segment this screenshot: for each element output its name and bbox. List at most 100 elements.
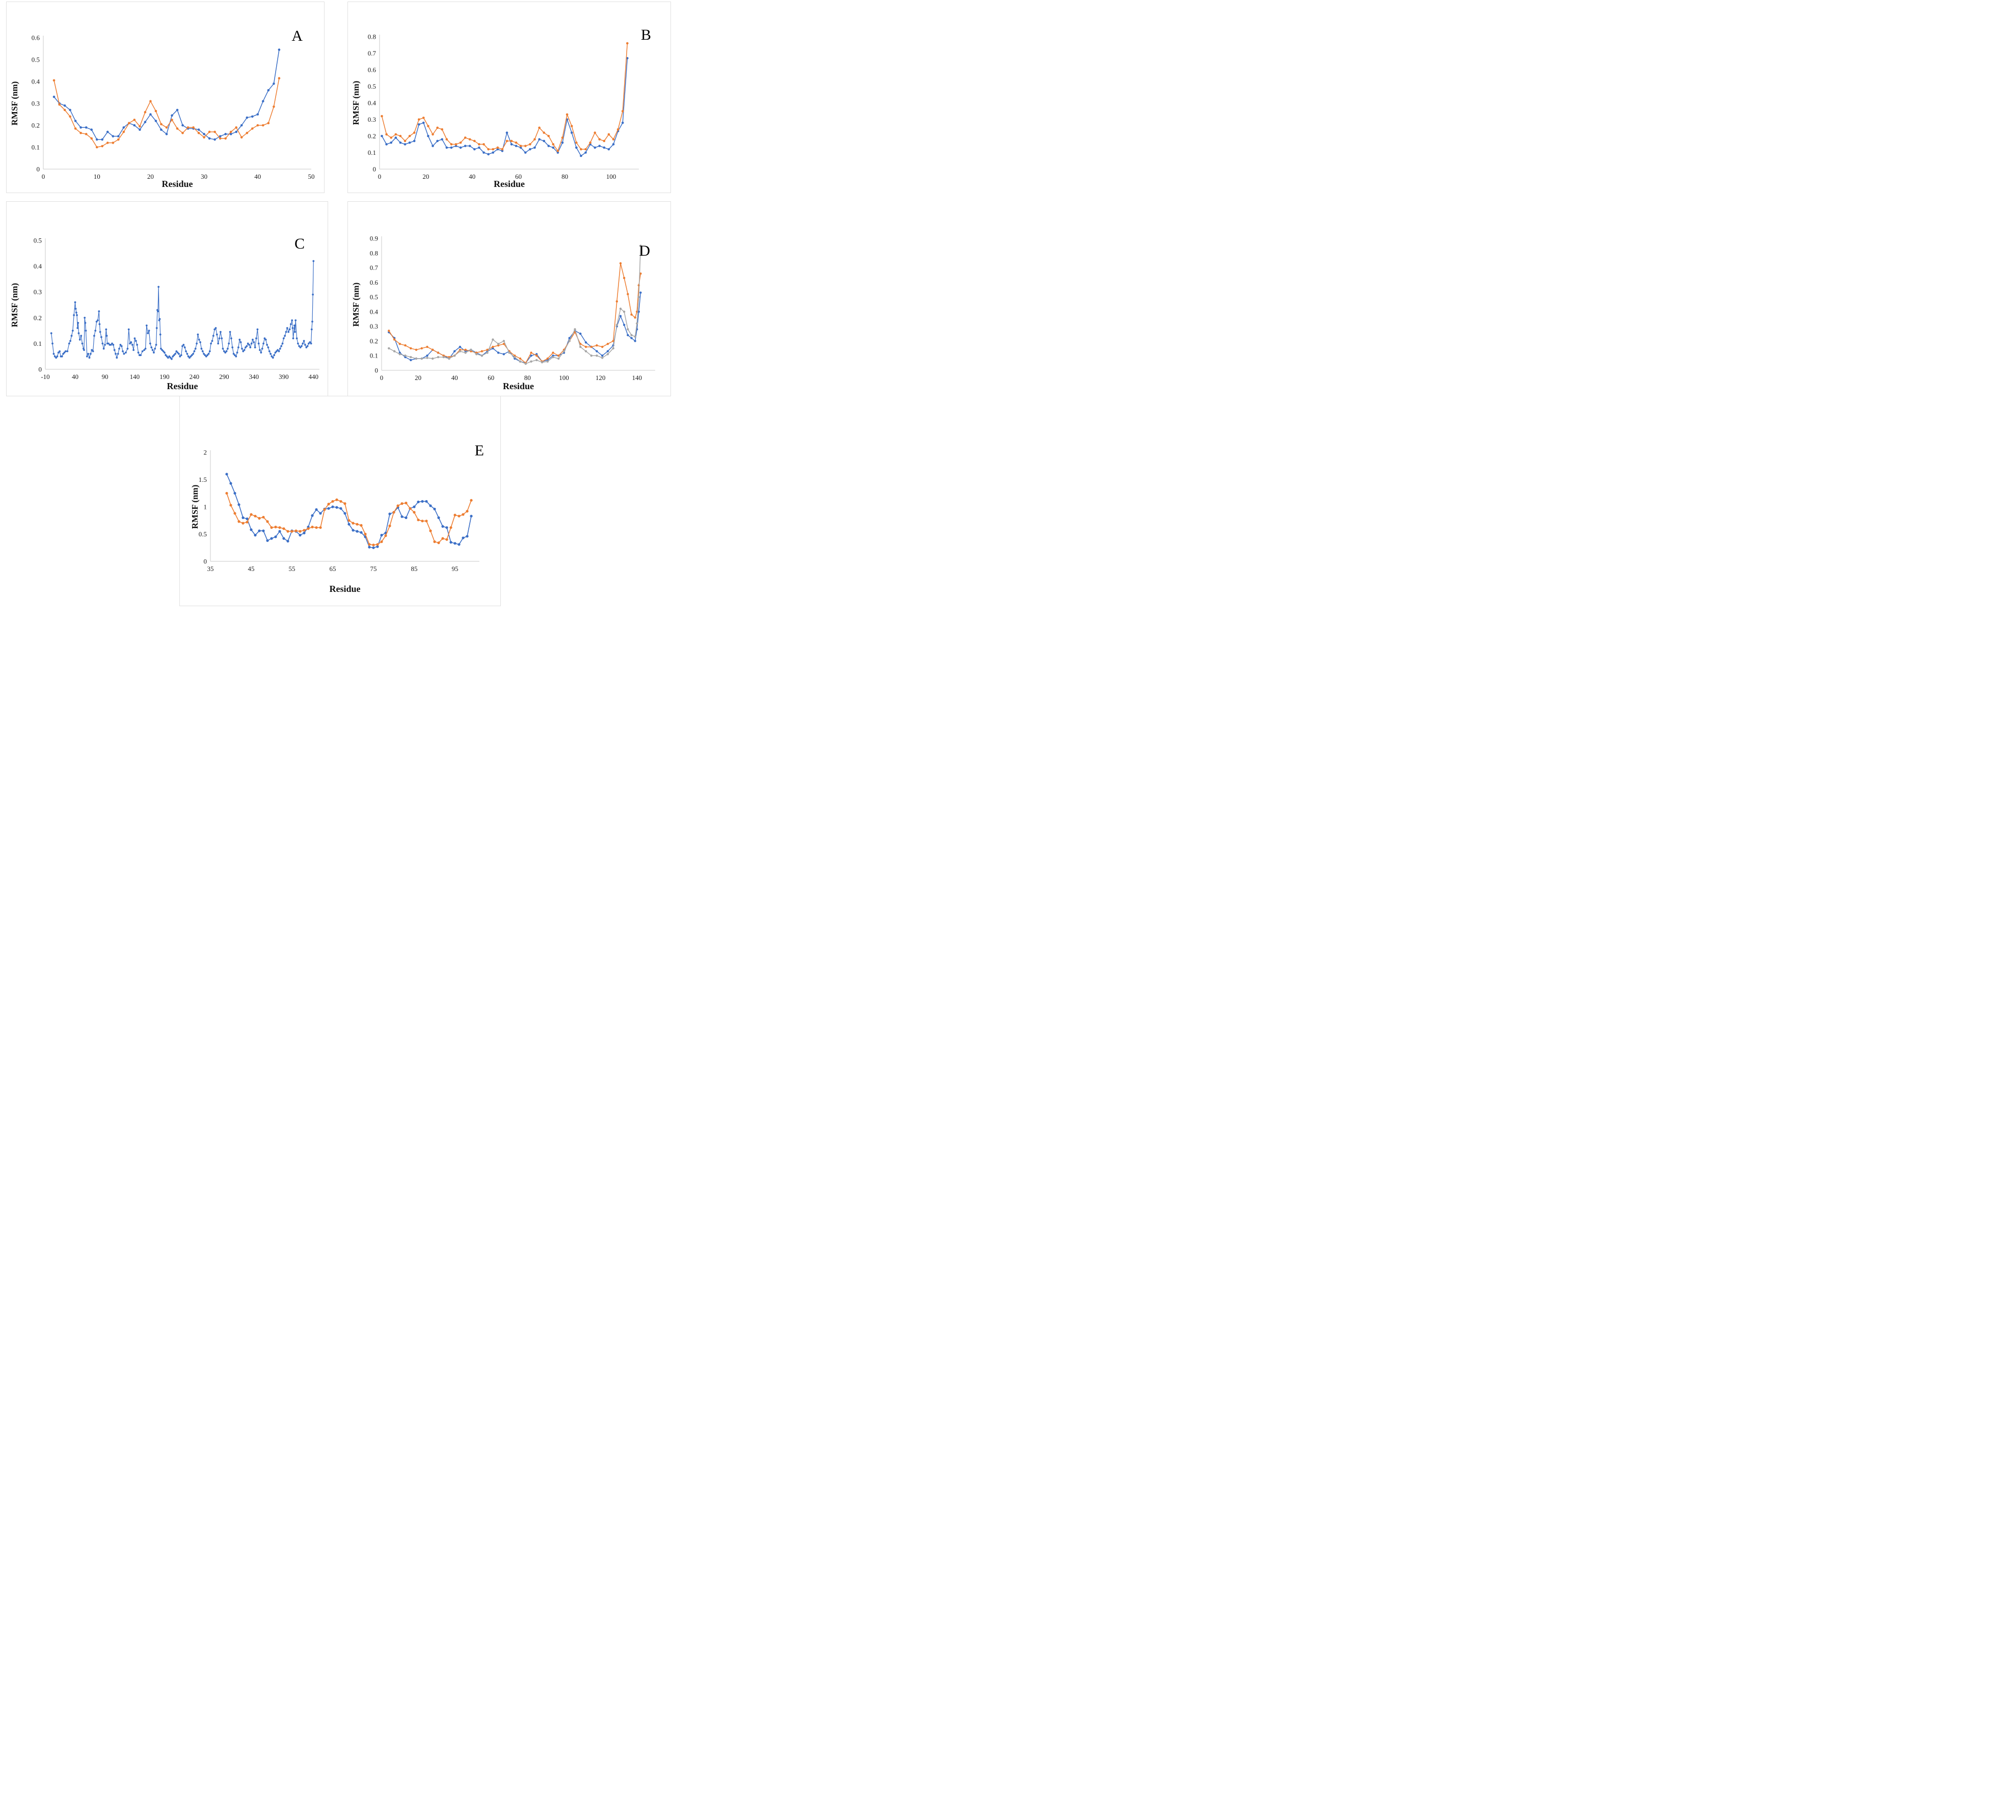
data-point-orange <box>621 110 624 113</box>
data-point-blue <box>308 342 310 345</box>
data-point-gray <box>448 357 450 360</box>
data-point-orange <box>307 527 310 530</box>
data-point-blue <box>594 146 596 149</box>
data-point-orange <box>505 140 508 143</box>
y-tick-label: 0.1 <box>32 144 40 151</box>
data-point-blue <box>197 333 199 336</box>
data-point-blue <box>164 351 166 354</box>
data-point-blue <box>74 308 77 310</box>
data-point-orange <box>427 125 429 127</box>
data-point-orange <box>529 143 531 146</box>
data-point-orange <box>112 142 115 144</box>
data-point-blue <box>234 354 236 357</box>
data-point-blue <box>470 514 473 518</box>
data-point-orange <box>393 338 396 341</box>
data-point-blue <box>272 357 274 359</box>
chart-a-plot-area: 0 0.1 0.2 0.3 0.4 0.5 0.6 0 10 20 30 40 50 <box>7 2 324 193</box>
data-point-blue <box>132 349 135 351</box>
data-point-orange <box>615 300 618 303</box>
data-point-blue <box>216 333 218 336</box>
data-point-gray <box>404 355 407 357</box>
data-point-blue <box>356 530 359 533</box>
data-point-gray <box>636 322 638 325</box>
data-point-blue <box>252 338 254 341</box>
data-point-blue <box>360 531 363 534</box>
x-tick-label: 240 <box>190 373 200 381</box>
data-point-blue <box>256 328 259 331</box>
data-point-orange <box>256 124 259 127</box>
data-point-blue <box>70 335 73 337</box>
data-point-blue <box>315 508 318 511</box>
data-point-blue <box>639 291 642 294</box>
x-axis-title-a: Residue <box>162 179 193 189</box>
data-point-blue <box>118 347 120 350</box>
data-point-blue <box>441 138 443 141</box>
data-point-orange <box>101 145 103 148</box>
data-point-orange <box>502 343 505 345</box>
data-point-orange <box>468 138 471 141</box>
data-point-orange <box>607 133 610 136</box>
data-point-gray <box>442 356 445 359</box>
data-point-orange <box>364 532 367 536</box>
data-point-blue <box>168 355 171 358</box>
y-tick-label: 0.5 <box>32 56 40 64</box>
data-point-orange <box>524 145 527 147</box>
data-point-orange <box>233 512 236 515</box>
data-point-orange <box>235 126 238 129</box>
data-point-blue <box>116 357 118 359</box>
data-point-blue <box>123 352 125 355</box>
data-point-blue <box>206 354 208 357</box>
data-point-blue <box>213 138 216 141</box>
data-point-gray <box>486 351 489 354</box>
data-point-orange <box>69 115 71 118</box>
data-point-gray <box>519 360 522 363</box>
data-point-blue <box>466 535 469 538</box>
data-point-blue <box>266 344 268 346</box>
y-tick-label: 0.5 <box>34 237 42 245</box>
data-point-blue <box>133 337 136 340</box>
data-point-orange <box>128 122 130 124</box>
y-tick-label: 0.9 <box>370 235 378 242</box>
data-point-blue <box>113 349 116 351</box>
data-point-gray <box>634 335 636 338</box>
data-point-orange <box>176 127 179 130</box>
data-point-blue <box>57 351 60 354</box>
data-point-blue <box>454 145 458 147</box>
data-point-orange <box>417 519 420 522</box>
data-point-orange <box>445 138 448 141</box>
data-point-orange <box>415 348 418 351</box>
data-point-orange <box>282 527 285 530</box>
y-tick-label: 0.5 <box>370 293 378 301</box>
data-point-blue <box>186 352 189 355</box>
data-point-blue <box>607 148 610 151</box>
data-point-gray <box>562 350 566 352</box>
data-point-blue <box>291 319 293 321</box>
data-point-orange <box>303 529 306 532</box>
data-point-gray <box>568 340 571 342</box>
data-point-blue <box>144 121 147 123</box>
y-tick-label: 0.2 <box>370 337 378 345</box>
data-point-blue <box>623 323 626 326</box>
data-point-blue <box>309 341 311 343</box>
data-point-orange <box>380 540 383 544</box>
data-point-orange <box>381 115 383 118</box>
data-point-orange <box>343 502 346 505</box>
data-point-blue <box>347 523 351 526</box>
data-point-blue <box>263 337 266 340</box>
data-point-blue <box>78 338 81 341</box>
data-point-gray <box>415 357 418 360</box>
data-point-orange <box>399 134 402 138</box>
data-point-orange <box>543 131 545 134</box>
x-tick-label: 0 <box>378 173 382 180</box>
data-point-orange <box>453 513 456 517</box>
data-point-blue <box>267 346 270 348</box>
data-point-orange <box>246 131 249 134</box>
data-point-blue <box>292 337 294 340</box>
data-point-orange <box>422 117 425 119</box>
data-point-orange <box>315 526 318 529</box>
data-point-orange <box>552 143 555 146</box>
data-point-blue <box>84 316 86 319</box>
y-tick-label: 0 <box>39 366 42 373</box>
data-point-blue <box>77 322 79 324</box>
data-point-blue <box>311 514 314 517</box>
